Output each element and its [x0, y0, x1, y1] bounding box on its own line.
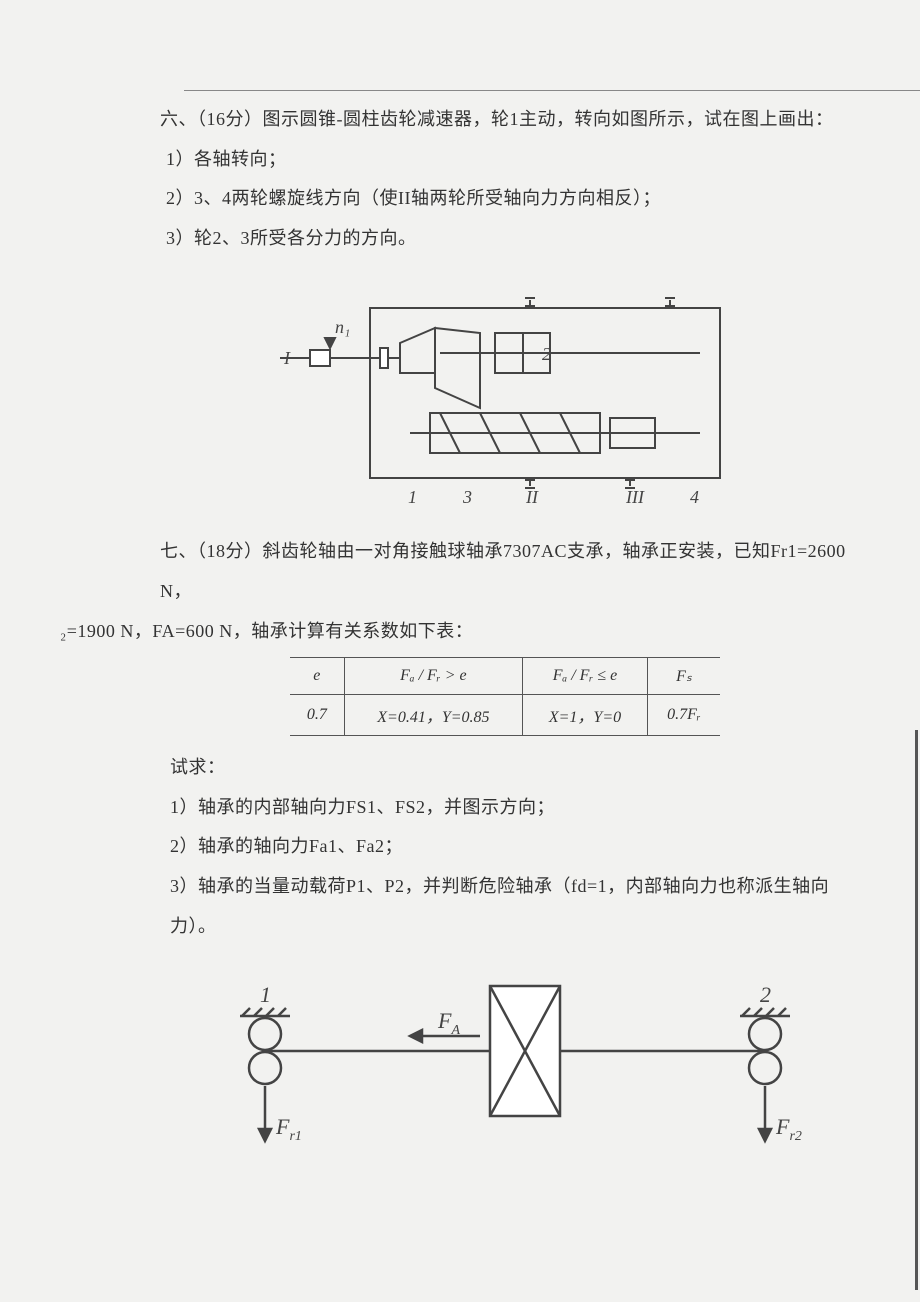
shaft-diagram: 1 2 FA Fr1 Fr2 — [200, 966, 820, 1186]
cell-fs: Fₛ — [647, 658, 720, 695]
label-gear3: 3 — [462, 487, 472, 507]
label-bearing2: 2 — [760, 982, 771, 1007]
cell-le: Fₐ / Fᵣ ≤ e — [523, 658, 648, 695]
gearbox-diagram: n₁ I 2 1 3 II III 4 — [280, 278, 740, 508]
q6-item3: 3）轮2、3所受各分力的方向。 — [160, 219, 860, 259]
page-right-edge — [915, 730, 918, 1290]
q6-heading: 六、（16分）图示圆锥-圆柱齿轮减速器，轮1主动，转向如图所示，试在图上画出： — [160, 100, 860, 140]
q7-heading: 七、（18分）斜齿轮轴由一对角接触球轴承7307AC支承，轴承正安装，已知Fr1… — [160, 532, 860, 611]
label-fr1: Fr1 — [275, 1114, 302, 1144]
label-fa: FA — [437, 1008, 460, 1038]
label-gear2: 2 — [542, 344, 551, 364]
label-fr2: Fr2 — [775, 1114, 802, 1144]
cell-xy1: X=0.41，Y=0.85 — [344, 695, 522, 736]
cell-xy2: X=1，Y=0 — [523, 695, 648, 736]
label-III: III — [625, 487, 645, 507]
cell-07: 0.7 — [290, 695, 344, 736]
coefficient-table: e Fₐ / Fᵣ > e Fₐ / Fᵣ ≤ e Fₛ 0.7 X=0.41，… — [290, 657, 720, 736]
label-bearing1: 1 — [260, 982, 271, 1007]
q7-item2: 2）轴承的轴向力Fa1、Fa2； — [160, 827, 860, 867]
q7-item3: 3）轴承的当量动载荷P1、P2，并判断危险轴承（fd=1，内部轴向力也称派生轴向… — [160, 867, 860, 946]
q6-item2: 2）3、4两轮螺旋线方向（使II轴两轮所受轴向力方向相反）； — [160, 179, 860, 219]
page-top-rule — [184, 90, 920, 91]
cell-e: e — [290, 658, 344, 695]
q7-heading2: ₂=1900 N，FA=600 N，轴承计算有关系数如下表： — [60, 612, 860, 652]
cell-07fr: 0.7Fᵣ — [647, 695, 720, 736]
label-n1: n₁ — [335, 317, 350, 337]
q7-pre: 试求： — [160, 748, 860, 788]
q7-item1: 1）轴承的内部轴向力FS1、FS2，并图示方向； — [160, 788, 860, 828]
label-II: II — [525, 487, 539, 507]
label-I: I — [283, 348, 291, 368]
label-gear4: 4 — [690, 487, 699, 507]
cell-gt: Fₐ / Fᵣ > e — [344, 658, 522, 695]
label-gear1: 1 — [408, 487, 417, 507]
q6-item1: 1）各轴转向； — [160, 140, 860, 180]
